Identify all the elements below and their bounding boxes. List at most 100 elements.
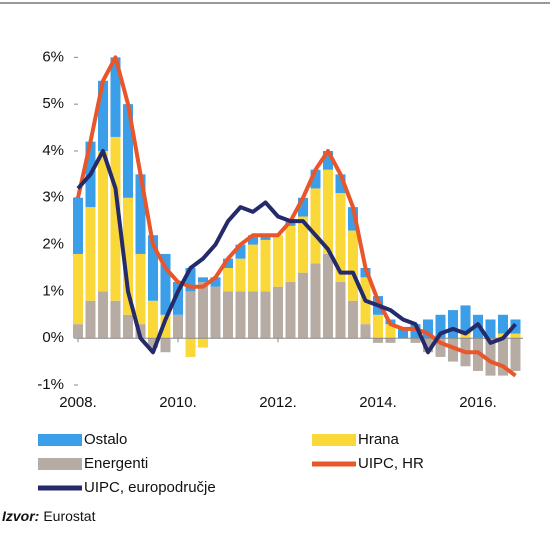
bar bbox=[323, 253, 333, 339]
bar bbox=[498, 314, 508, 334]
bar bbox=[173, 282, 183, 315]
bar bbox=[98, 80, 108, 151]
bar bbox=[373, 314, 383, 339]
bar bbox=[223, 258, 233, 268]
bar bbox=[460, 333, 471, 339]
bar bbox=[448, 338, 458, 362]
bar bbox=[173, 314, 183, 339]
legend-swatch bbox=[312, 434, 356, 446]
bar bbox=[348, 230, 358, 301]
bar bbox=[435, 314, 446, 339]
legend-swatch bbox=[38, 434, 82, 446]
bar bbox=[448, 310, 458, 339]
bar bbox=[160, 314, 171, 339]
bar bbox=[198, 282, 208, 339]
bar bbox=[110, 300, 121, 339]
bar bbox=[185, 291, 196, 339]
legend-label: Energenti bbox=[84, 455, 148, 472]
bar bbox=[110, 57, 121, 137]
bar bbox=[423, 319, 433, 339]
bar bbox=[335, 174, 346, 194]
bar bbox=[410, 324, 421, 339]
bar bbox=[298, 197, 308, 217]
bar bbox=[385, 338, 396, 343]
bar bbox=[373, 338, 383, 343]
line bbox=[76, 148, 517, 355]
bar bbox=[148, 338, 158, 348]
bar bbox=[235, 258, 246, 292]
legend-swatch bbox=[38, 458, 82, 470]
y-tick-label: 1% bbox=[42, 282, 64, 299]
source: Izvor: Eurostat bbox=[2, 508, 96, 524]
bar bbox=[85, 207, 96, 301]
bar bbox=[310, 169, 321, 189]
bar bbox=[323, 169, 333, 254]
bar bbox=[235, 291, 246, 339]
y-tick-label: 2% bbox=[42, 236, 64, 253]
bar bbox=[148, 235, 158, 301]
bar bbox=[423, 338, 433, 353]
bar bbox=[123, 104, 133, 198]
legend-label: Hrana bbox=[358, 431, 400, 448]
bar bbox=[310, 263, 321, 339]
bar bbox=[273, 235, 283, 287]
x-tick-label: 2014. bbox=[359, 394, 397, 411]
bar bbox=[298, 272, 308, 339]
y-tick-label: 5% bbox=[42, 95, 64, 112]
bar bbox=[73, 324, 83, 339]
y-tick-label: 0% bbox=[42, 329, 64, 346]
bar bbox=[435, 338, 446, 357]
bar bbox=[98, 150, 108, 292]
bar bbox=[398, 328, 408, 339]
bar bbox=[73, 197, 83, 254]
x-tick-label: 2012. bbox=[259, 394, 297, 411]
x-tick-label: 2010. bbox=[159, 394, 197, 411]
bar bbox=[485, 319, 496, 339]
bar bbox=[160, 338, 171, 353]
source-text: Eurostat bbox=[43, 508, 95, 524]
bar bbox=[510, 333, 521, 339]
bar bbox=[73, 253, 83, 325]
bar bbox=[198, 338, 208, 348]
x-tick-label: 2008. bbox=[59, 394, 97, 411]
y-tick-label: 4% bbox=[42, 142, 64, 159]
legend-label: UIPC, europodručje bbox=[84, 479, 216, 496]
bar bbox=[273, 286, 283, 339]
bar bbox=[260, 235, 271, 240]
source-label: Izvor: bbox=[2, 508, 39, 524]
bar bbox=[110, 136, 121, 301]
y-tick-label: 3% bbox=[42, 189, 64, 206]
bar bbox=[123, 197, 133, 315]
bar bbox=[148, 300, 158, 339]
bar bbox=[385, 324, 396, 339]
y-tick-label: 6% bbox=[42, 48, 64, 65]
bar bbox=[235, 244, 246, 259]
bar bbox=[310, 188, 321, 264]
legend-label: UIPC, HR bbox=[358, 455, 424, 472]
bar bbox=[460, 305, 471, 334]
bar bbox=[223, 291, 233, 339]
bar bbox=[348, 207, 358, 231]
bar bbox=[510, 338, 521, 371]
bar bbox=[285, 282, 296, 339]
bar bbox=[98, 291, 108, 339]
bar bbox=[348, 300, 358, 339]
y-tick-label: -1% bbox=[37, 376, 64, 393]
bar bbox=[160, 253, 171, 315]
bar bbox=[248, 235, 258, 245]
bar bbox=[135, 253, 146, 325]
legend-label: Ostalo bbox=[84, 431, 127, 448]
bar bbox=[498, 338, 508, 376]
bar bbox=[223, 267, 233, 292]
bar bbox=[248, 291, 258, 339]
bar bbox=[410, 338, 421, 343]
bar bbox=[285, 225, 296, 283]
line bbox=[76, 55, 517, 378]
bar bbox=[198, 277, 208, 283]
bar bbox=[210, 286, 221, 339]
bar bbox=[185, 338, 196, 357]
bar bbox=[323, 150, 333, 170]
bar bbox=[85, 300, 96, 339]
